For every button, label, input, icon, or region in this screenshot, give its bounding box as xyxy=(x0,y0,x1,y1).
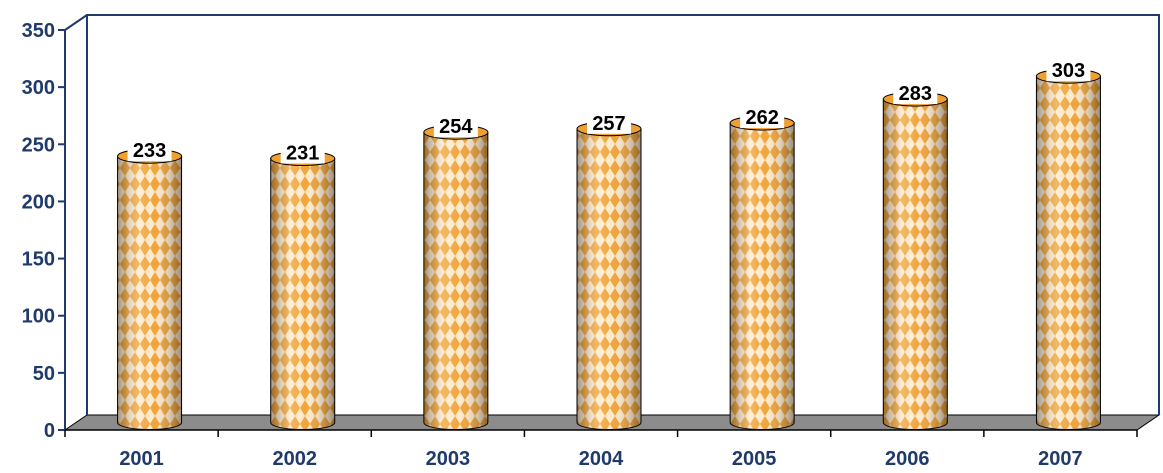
x-tick-label: 2003 xyxy=(426,448,471,470)
y-tick-label: 300 xyxy=(22,77,55,99)
data-label: 257 xyxy=(587,111,631,135)
data-label-box xyxy=(587,111,631,134)
bar xyxy=(729,115,795,430)
x-tick-label: 2005 xyxy=(732,448,777,470)
bar-shading xyxy=(117,156,182,430)
y-tick-label: 150 xyxy=(22,249,55,271)
bar-shading xyxy=(730,123,795,430)
data-label: 231 xyxy=(280,141,325,165)
x-tick-label: 2001 xyxy=(119,448,164,470)
x-tick-label: 2002 xyxy=(272,448,317,470)
bar xyxy=(270,151,336,430)
data-label-text: 231 xyxy=(286,143,319,165)
x-tick-label: 2006 xyxy=(885,448,930,470)
bar-shading xyxy=(1036,76,1101,430)
data-label-text: 257 xyxy=(592,113,625,135)
bar-shading xyxy=(423,132,488,430)
data-label-text: 303 xyxy=(1052,60,1085,82)
y-tick-label: 200 xyxy=(22,191,55,213)
y-tick-label: 0 xyxy=(44,420,55,442)
back-wall xyxy=(86,14,1160,415)
data-label-text: 233 xyxy=(133,140,166,162)
bar-shading xyxy=(270,158,335,430)
bar xyxy=(423,124,489,430)
bar xyxy=(117,148,183,430)
bar xyxy=(882,91,948,430)
data-label: 233 xyxy=(127,139,172,162)
x-tick-label: 2004 xyxy=(579,448,624,470)
bars xyxy=(117,68,1101,430)
data-labels: 233 231 254 257 262 283 303 xyxy=(127,59,1091,165)
tick-labels: 0 50 100 150 200 250 300 350 2001 2002 2003 2004 200… xyxy=(22,20,1083,470)
data-label-text: 254 xyxy=(439,116,473,138)
y-tick-label: 50 xyxy=(33,363,55,385)
data-label-text: 262 xyxy=(745,107,778,129)
bar xyxy=(1035,68,1101,430)
data-label: 262 xyxy=(740,106,785,129)
y-tick-label: 100 xyxy=(22,306,55,328)
data-label-text: 283 xyxy=(899,83,932,105)
bar xyxy=(576,121,642,430)
bar-shading xyxy=(577,128,641,430)
wall-edge xyxy=(64,14,88,31)
bar-shading xyxy=(883,99,948,430)
data-label-box xyxy=(280,141,325,164)
y-tick-label: 250 xyxy=(22,134,55,156)
x-tick-label: 2007 xyxy=(1038,448,1083,470)
data-label-box xyxy=(433,115,478,138)
data-label-box xyxy=(1046,59,1091,82)
data-label: 254 xyxy=(433,115,478,138)
data-label: 303 xyxy=(1046,59,1091,82)
data-label: 283 xyxy=(893,82,938,105)
data-label-box xyxy=(740,106,785,129)
y-tick-label: 350 xyxy=(22,20,55,42)
data-label-box xyxy=(893,82,938,105)
data-label-box xyxy=(127,139,172,162)
